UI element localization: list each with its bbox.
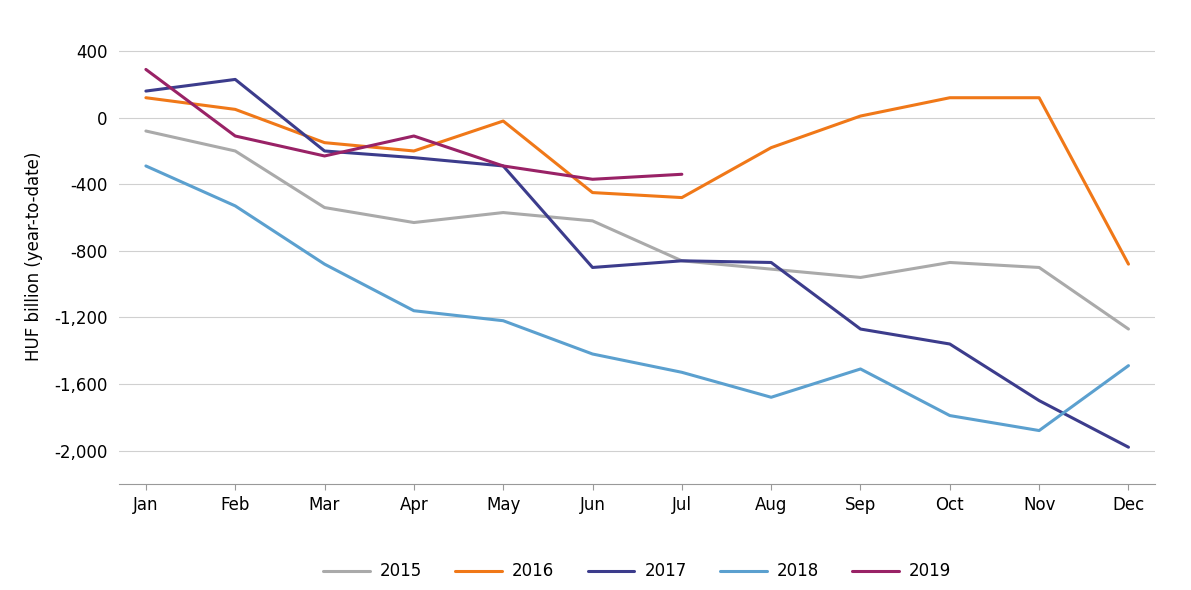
2018 [317,261,331,268]
2018 [1031,427,1047,434]
Line: 2018: 2018 [145,166,1129,431]
2015 [765,266,779,273]
2019 [407,133,422,140]
2015 [853,274,867,281]
2017 [586,264,599,271]
2017 [229,76,243,83]
2018 [586,350,599,358]
2015 [229,148,243,155]
2015 [407,219,422,226]
2016 [407,148,422,155]
2018 [407,307,422,314]
2015 [138,127,152,135]
2015 [317,204,331,211]
2018 [1122,362,1136,369]
2015 [586,217,599,224]
2019 [495,162,510,169]
2017 [1031,397,1047,404]
2017 [138,87,152,94]
2015 [943,259,958,266]
2017 [1122,444,1136,451]
2019 [229,133,243,140]
Y-axis label: HUF billion (year-to-date): HUF billion (year-to-date) [25,152,43,361]
Line: 2019: 2019 [145,70,681,179]
2016 [765,144,779,151]
2019 [586,176,599,183]
2017 [495,162,510,169]
2018 [495,317,510,324]
2017 [765,259,779,266]
2017 [943,340,958,348]
2016 [853,113,867,120]
2018 [853,365,867,372]
Line: 2017: 2017 [145,80,1129,447]
2019 [317,152,331,159]
2016 [674,194,688,201]
2018 [229,202,243,209]
Legend: 2015, 2016, 2017, 2018, 2019: 2015, 2016, 2017, 2018, 2019 [317,556,958,587]
2018 [943,412,958,419]
2016 [229,106,243,113]
2016 [138,94,152,101]
2015 [495,209,510,216]
2017 [407,154,422,161]
2019 [138,66,152,73]
2017 [853,326,867,333]
2016 [1031,94,1047,101]
2016 [317,139,331,146]
2016 [495,117,510,124]
2016 [943,94,958,101]
2018 [138,162,152,169]
2019 [674,171,688,178]
2015 [1122,326,1136,333]
2018 [765,394,779,401]
2016 [1122,261,1136,268]
2015 [1031,264,1047,271]
2018 [674,369,688,376]
2016 [586,189,599,196]
Line: 2016: 2016 [145,98,1129,264]
2017 [317,148,331,155]
2017 [674,257,688,264]
Line: 2015: 2015 [145,131,1129,329]
2015 [674,257,688,264]
